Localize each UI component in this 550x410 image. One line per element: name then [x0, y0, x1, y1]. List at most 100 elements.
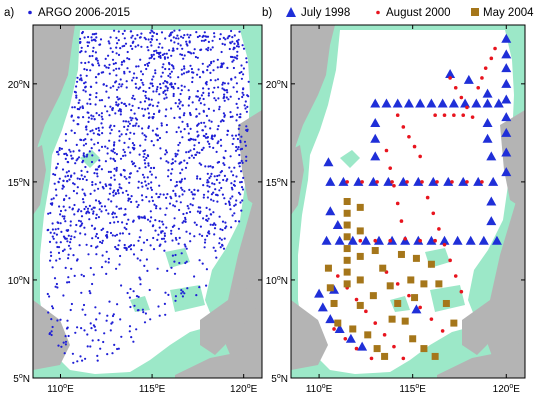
argo-point: [149, 82, 152, 85]
argo-point: [126, 50, 129, 54]
argo-point: [241, 188, 245, 191]
station-may-2004: [343, 268, 351, 276]
argo-point: [149, 41, 152, 44]
argo-point: [87, 116, 90, 119]
argo-point: [209, 71, 212, 74]
argo-point: [84, 233, 87, 236]
argo-point: [163, 249, 166, 252]
argo-point: [177, 242, 180, 245]
argo-point: [120, 63, 123, 66]
argo-point: [184, 166, 188, 169]
argo-point: [112, 158, 115, 161]
argo-point: [141, 81, 144, 84]
argo-point: [141, 132, 144, 135]
argo-point: [174, 295, 177, 298]
argo-point: [213, 222, 216, 225]
argo-point: [133, 98, 136, 101]
argo-point: [85, 74, 88, 77]
legend-argo-label: ARGO 2006-2015: [38, 7, 130, 19]
station-july-1998: [329, 284, 340, 294]
argo-point: [97, 62, 100, 65]
argo-point: [76, 258, 79, 261]
y-tick-label: 20oN: [266, 79, 288, 91]
argo-point: [230, 186, 233, 189]
station-may-2004: [343, 221, 351, 229]
argo-point: [107, 54, 110, 57]
argo-point: [194, 55, 197, 59]
argo-point: [86, 111, 89, 114]
argo-point: [64, 343, 67, 346]
argo-point: [66, 174, 70, 177]
station-may-2004: [334, 319, 342, 327]
argo-point: [129, 116, 132, 119]
argo-point: [115, 80, 118, 83]
argo-point: [179, 161, 182, 164]
argo-point: [202, 71, 205, 74]
argo-point: [143, 152, 146, 156]
argo-point: [187, 36, 191, 39]
argo-point: [237, 127, 240, 130]
argo-point: [236, 54, 239, 57]
argo-point: [113, 29, 116, 32]
argo-point: [150, 53, 153, 57]
station-may-2004: [411, 294, 419, 302]
argo-point: [223, 174, 226, 177]
argo-point: [152, 75, 155, 78]
station-may-2004: [409, 335, 417, 343]
argo-point: [171, 158, 174, 161]
station-august-2000: [448, 258, 452, 263]
argo-point: [97, 126, 100, 130]
station-august-2000: [448, 76, 452, 80]
argo-point: [83, 207, 86, 211]
argo-point: [209, 213, 212, 216]
argo-point: [139, 283, 142, 286]
argo-point: [133, 304, 136, 307]
argo-point: [81, 359, 84, 362]
argo-point: [126, 128, 129, 131]
argo-point: [146, 269, 149, 272]
argo-point: [169, 76, 172, 79]
argo-point: [160, 75, 163, 78]
argo-point: [115, 166, 118, 169]
argo-point: [87, 61, 90, 64]
argo-point: [83, 175, 86, 178]
argo-point: [198, 162, 201, 165]
argo-point: [130, 119, 133, 122]
argo-point: [79, 74, 82, 77]
argo-point: [102, 187, 105, 190]
argo-point: [164, 213, 167, 216]
argo-point: [176, 47, 179, 50]
argo-point: [192, 138, 195, 141]
argo-point: [167, 169, 170, 172]
argo-point: [233, 166, 236, 169]
argo-point: [109, 221, 112, 225]
argo-point: [163, 80, 167, 83]
argo-point: [213, 233, 216, 236]
argo-point: [220, 65, 223, 68]
argo-point: [191, 101, 194, 104]
argo-point: [223, 115, 226, 118]
argo-point: [124, 42, 128, 45]
argo-point: [90, 117, 93, 120]
argo-point: [138, 276, 141, 279]
argo-point: [198, 99, 201, 102]
argo-point: [128, 325, 132, 328]
station-july-1998: [334, 235, 345, 245]
argo-point: [240, 135, 243, 138]
argo-point: [203, 246, 206, 249]
argo-point: [202, 87, 205, 90]
argo-point: [212, 199, 215, 202]
argo-point: [178, 107, 181, 110]
argo-point: [157, 101, 160, 104]
argo-point: [144, 180, 147, 183]
argo-point: [205, 206, 208, 209]
argo-point: [53, 232, 56, 235]
argo-point: [156, 134, 160, 137]
argo-point: [158, 109, 161, 112]
argo-point: [129, 248, 133, 251]
argo-point: [120, 187, 123, 190]
station-august-2000: [343, 336, 348, 341]
argo-point: [185, 247, 188, 250]
argo-point: [172, 204, 175, 207]
panel-a-shelf-patch: [80, 150, 100, 168]
